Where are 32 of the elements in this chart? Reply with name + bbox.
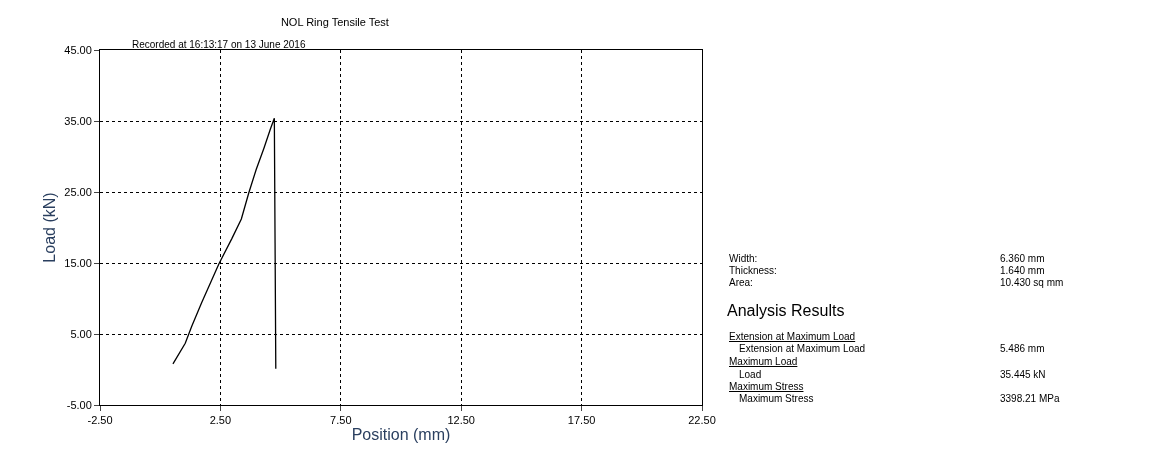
y-tick-label: 25.00 [64,185,92,198]
text: Maximum Stress [739,393,814,404]
y-tick-label: 5.00 [70,327,92,340]
x-tick-label: 12.50 [447,414,475,427]
text: Extension at Maximum Load [729,331,856,342]
annotation: Recorded at 16:13:17 on 13 June 2016 [132,39,306,50]
text: Area: [729,277,753,288]
x-tick-label: 2.50 [209,414,232,427]
text: Load [739,369,762,380]
x-tick-label: -2.50 [87,414,113,427]
y-tick-label: 45.00 [64,43,92,56]
text: Maximum Stress [729,381,804,392]
text: 35.445 kN [1000,369,1046,380]
text: 3398.21 MPa [1000,393,1060,404]
y-axis-title: Load (kN) [41,192,59,263]
text: 10.430 sq mm [1000,277,1064,288]
x-tick-label: 7.50 [330,414,352,427]
y-tick-label: -5.00 [66,398,92,411]
x-tick-label: 17.50 [567,414,596,427]
x-tick-label: 22.50 [688,414,716,427]
text: Maximum Load [729,356,798,367]
text: Thickness: [729,265,777,276]
text: Analysis Results [727,302,845,319]
x-axis-title: Position (mm) [351,426,451,444]
text: Width: [729,253,758,264]
chart-title: NOL Ring Tensile Test [280,15,389,28]
text: 6.360 mm [1000,253,1045,264]
text: 5.486 mm [1000,343,1045,354]
y-tick-label: 35.00 [64,114,92,127]
text: 1.640 mm [1000,265,1045,276]
y-tick-label: 15.00 [64,256,92,269]
text: Extension at Maximum Load [739,343,866,354]
